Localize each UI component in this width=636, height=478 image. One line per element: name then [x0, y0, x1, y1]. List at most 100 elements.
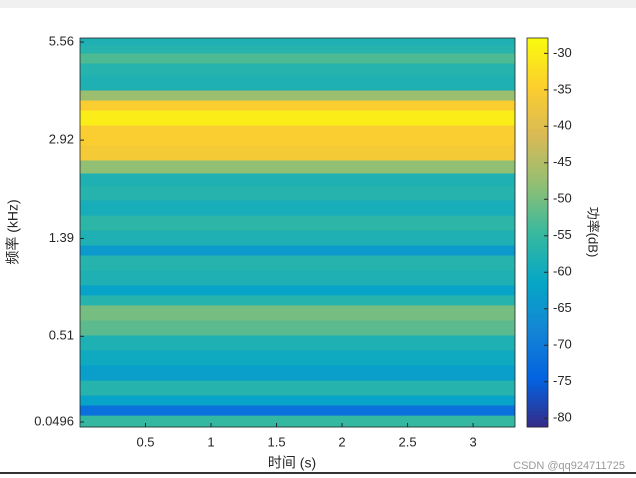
heatmap-cell — [80, 255, 515, 271]
colorbar-segment — [527, 245, 548, 250]
colorbar-segment — [527, 132, 548, 136]
heatmap-cell — [80, 380, 515, 396]
colorbar-segment — [527, 339, 548, 344]
colorbar-segment — [527, 44, 548, 49]
colorbar-segment — [527, 135, 548, 139]
colorbar-segment — [527, 174, 548, 178]
colorbar-segment — [527, 138, 548, 143]
colorbar-segment — [527, 235, 548, 240]
colorbar-segment — [527, 180, 548, 185]
colorbar-segment — [527, 229, 548, 233]
colorbar-tick-label: -35 — [553, 81, 572, 96]
colorbar-tick-label: -30 — [553, 45, 572, 60]
colorbar-segment — [527, 222, 548, 227]
heatmap-cell — [80, 75, 515, 91]
colorbar-segment — [527, 394, 548, 399]
colorbar-segment — [527, 154, 548, 159]
colorbar-segment — [527, 388, 548, 392]
colorbar-segment — [527, 102, 548, 107]
colorbar-segment — [527, 258, 548, 263]
colorbar-segment — [527, 115, 548, 120]
colorbar-segment — [527, 226, 548, 230]
colorbar-segment — [527, 238, 548, 243]
heatmap-cell — [80, 294, 515, 306]
colorbar-segment — [527, 329, 548, 334]
colorbar-segment — [527, 41, 548, 45]
heatmap-cell — [80, 215, 515, 231]
colorbar-segment — [527, 417, 548, 422]
colorbar-segment — [527, 196, 548, 201]
colorbar-segment — [527, 368, 548, 373]
colorbar-segment — [527, 307, 548, 311]
colorbar-segment — [527, 401, 548, 405]
colorbar-segment — [527, 177, 548, 182]
colorbar-segment — [527, 281, 548, 285]
colorbar-segment — [527, 193, 548, 198]
colorbar-segment — [527, 255, 548, 259]
colorbar-segment — [527, 268, 548, 272]
watermark: CSDN @qq924711725 — [513, 460, 625, 472]
colorbar-segment — [527, 200, 548, 204]
colorbar-tick-label: -70 — [553, 337, 572, 352]
colorbar-tick-label: -80 — [553, 410, 572, 425]
heatmap-cell — [80, 349, 515, 366]
heatmap-cell — [80, 100, 515, 111]
colorbar-segment — [527, 336, 548, 340]
x-tick-label: 1.5 — [267, 434, 285, 449]
colorbar-segment — [527, 365, 548, 370]
x-tick-label: 3 — [469, 434, 476, 449]
colorbar-tick-label: -75 — [553, 373, 572, 388]
colorbar-segment — [527, 122, 548, 127]
colorbar-segment — [527, 99, 548, 104]
x-tick-label: 0.5 — [136, 434, 154, 449]
colorbar-segment — [527, 86, 548, 91]
heatmap-cell — [80, 172, 515, 186]
colorbar-segment — [527, 271, 548, 276]
colorbar-segment — [527, 355, 548, 360]
colorbar-segment — [527, 216, 548, 221]
heatmap-cell — [80, 159, 515, 174]
y-tick-label: 2.92 — [49, 132, 74, 147]
colorbar-segment — [527, 277, 548, 282]
colorbar-segment — [527, 144, 548, 149]
colorbar-tick-label: -45 — [553, 154, 572, 169]
colorbar-segment — [527, 297, 548, 302]
colorbar-segment — [527, 50, 548, 55]
colorbar-segment — [527, 112, 548, 117]
heatmap-cell — [80, 270, 515, 286]
colorbar-segment — [527, 397, 548, 402]
colorbar-segment — [527, 190, 548, 195]
y-tick-label: 1.39 — [49, 230, 74, 245]
colorbar-segment — [527, 423, 548, 428]
heatmap-cell — [80, 364, 515, 381]
x-axis-label: 时间 (s) — [268, 455, 316, 471]
colorbar-segment — [527, 157, 548, 162]
colorbar-segment — [527, 284, 548, 289]
colorbar-segment — [527, 70, 548, 75]
colorbar-segment — [527, 183, 548, 188]
colorbar-segment — [527, 151, 548, 156]
colorbar-tick-label: -50 — [553, 191, 572, 206]
heatmap-cell — [80, 38, 515, 46]
y-tick-label: 0.0496 — [34, 413, 74, 428]
y-tick-label: 0.51 — [49, 328, 74, 343]
top-strip — [0, 0, 636, 8]
colorbar-segment — [527, 93, 548, 97]
y-axis-label: 频率 (kHz) — [5, 199, 21, 264]
heatmap-cell — [80, 245, 515, 256]
colorbar-segment — [527, 362, 548, 366]
colorbar-segment — [527, 375, 548, 379]
colorbar-segment — [527, 410, 548, 415]
heatmap-cell — [80, 415, 515, 428]
colorbar-frame — [526, 37, 549, 428]
y-tick-label: 5.56 — [49, 34, 74, 49]
colorbar-segment — [527, 391, 548, 396]
x-tick-label: 2.5 — [399, 434, 417, 449]
colorbar-segment — [527, 326, 548, 331]
colorbar-segment — [527, 219, 548, 224]
heatmap-cell — [80, 44, 515, 54]
colorbar-segment — [527, 414, 548, 418]
heatmap-cell — [80, 405, 515, 416]
colorbar-segment — [527, 213, 548, 217]
colorbar-segment — [527, 358, 548, 363]
